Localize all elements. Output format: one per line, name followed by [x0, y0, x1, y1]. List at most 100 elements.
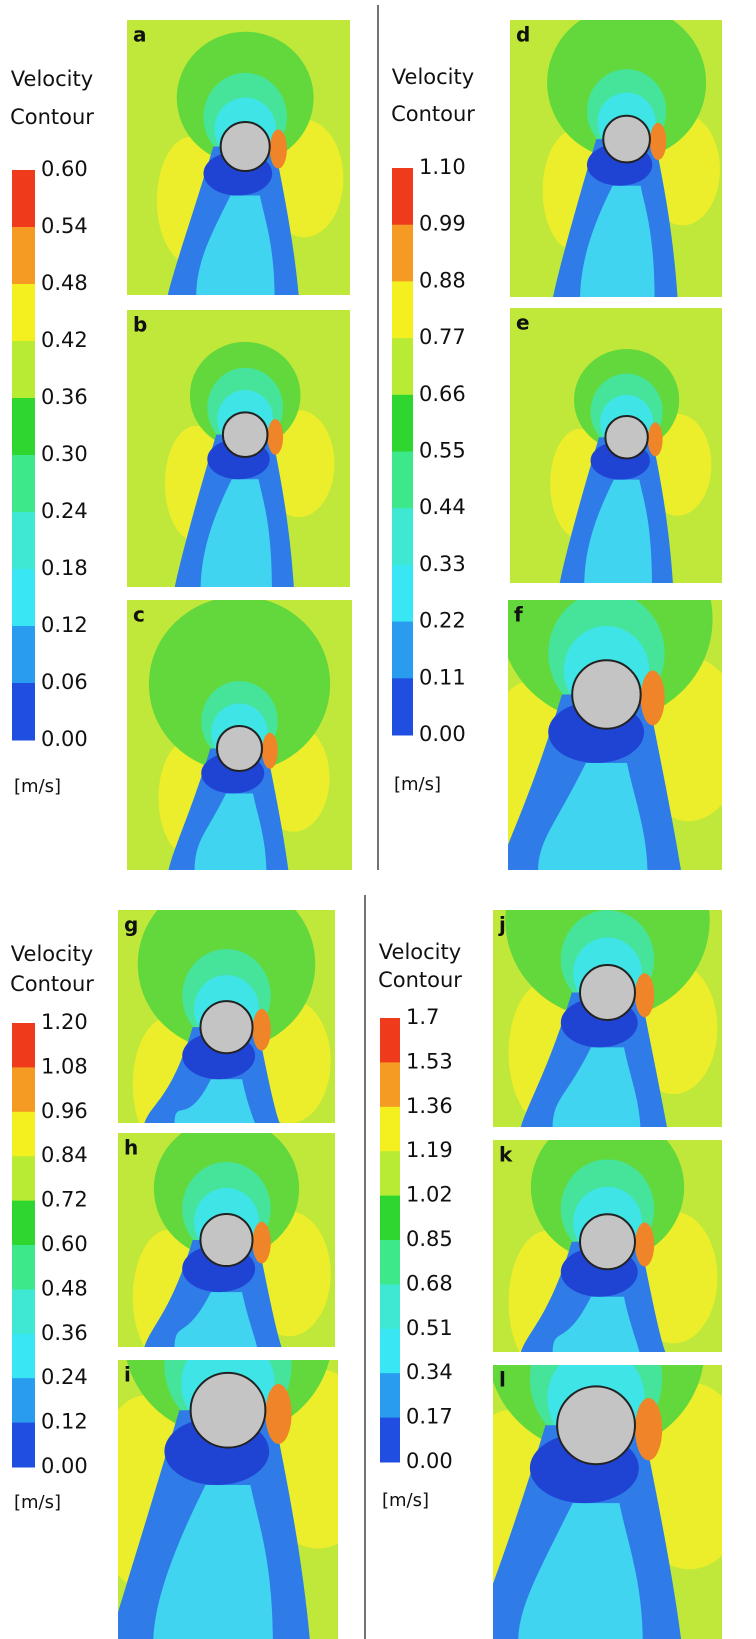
- high-velocity: [253, 1222, 271, 1264]
- colorbar-band: [380, 1062, 400, 1107]
- colorbar-label: 0.36: [41, 1321, 88, 1345]
- colorbar-label: 0.00: [41, 727, 88, 751]
- colorbar-band: [392, 395, 413, 452]
- high-velocity: [267, 419, 283, 455]
- colorbar-band: [392, 281, 413, 338]
- colorbar-label: 0.33: [419, 552, 466, 576]
- colorbar-label: 0.72: [41, 1188, 88, 1212]
- colorbar-band: [392, 338, 413, 395]
- unit-label: [m/s]: [14, 776, 61, 797]
- colorbar-band: [12, 1156, 35, 1201]
- colorbar-label: 0.54: [41, 214, 88, 238]
- high-velocity: [648, 422, 663, 456]
- colorbar-label: 0.00: [41, 1454, 88, 1478]
- colorbar-band: [12, 1112, 35, 1157]
- panel-letter: f: [514, 603, 523, 627]
- colorbar-band: [392, 452, 413, 509]
- colorbar-band: [12, 455, 35, 513]
- colorbar-label: 0.42: [41, 328, 88, 352]
- colorbar-band: [12, 626, 35, 684]
- cylinder: [572, 660, 640, 728]
- high-velocity: [635, 973, 654, 1017]
- panel-letter: e: [516, 311, 530, 335]
- colorbar-label: 0.18: [41, 556, 88, 580]
- colorbar-label: 0.36: [41, 385, 88, 409]
- colorbar-band: [12, 512, 35, 570]
- colorbar-band: [380, 1418, 400, 1463]
- panel-letter: d: [516, 23, 530, 47]
- colorbar-label: 1.02: [406, 1183, 453, 1207]
- colorbar-label: 0.88: [419, 268, 466, 292]
- colorbar-label: 0.77: [419, 325, 466, 349]
- colorbar-label: 0.44: [419, 495, 466, 519]
- colorbar-label: 1.53: [406, 1049, 453, 1073]
- colorbar-label: 0.66: [419, 382, 466, 406]
- colorbar-label: 1.19: [406, 1138, 453, 1162]
- cylinder: [221, 122, 270, 171]
- colorbar-band: [12, 341, 35, 399]
- contour-panel: [493, 1113, 722, 1374]
- colorbar-band: [12, 1067, 35, 1112]
- high-velocity: [650, 123, 666, 160]
- panel-letter: g: [124, 913, 138, 937]
- colorbar-label: 0.12: [41, 1410, 88, 1434]
- colorbar-band: [392, 622, 413, 679]
- panel-letter: i: [124, 1363, 131, 1387]
- colorbar-label: 1.36: [406, 1094, 453, 1118]
- unit-label: [m/s]: [14, 1492, 61, 1513]
- colorbar-label: 0.60: [41, 1232, 88, 1256]
- panel-letter: a: [133, 23, 147, 47]
- unit-label: [m/s]: [394, 774, 441, 795]
- colorbar-label: 0.55: [419, 439, 466, 463]
- colorbar-band: [12, 1245, 35, 1290]
- colorbar-band: [380, 1151, 400, 1196]
- colorbar-label: 1.10: [419, 155, 466, 179]
- colorbar-label: 0.30: [41, 442, 88, 466]
- colorbar-label: 0.22: [419, 609, 466, 633]
- colorbar-band: [12, 170, 35, 228]
- cylinder: [200, 1214, 252, 1266]
- colorbar-band: [12, 1201, 35, 1246]
- high-velocity: [641, 671, 665, 726]
- colorbar-label: 0.34: [406, 1360, 453, 1384]
- high-velocity: [635, 1398, 662, 1460]
- colorbar-band: [392, 678, 413, 735]
- colorbar-label: 1.7: [406, 1005, 439, 1029]
- panel-letter: h: [124, 1136, 138, 1160]
- cylinder: [603, 116, 650, 163]
- figure: VelocityContour0.600.540.480.420.360.300…: [0, 0, 756, 1639]
- colorbar-band: [12, 1289, 35, 1334]
- high-velocity: [270, 129, 287, 168]
- high-velocity: [635, 1223, 654, 1267]
- contour-panel: [510, 6, 722, 302]
- colorbar-band: [12, 1423, 35, 1468]
- legend-title: Velocity: [11, 67, 93, 91]
- colorbar-label: 1.20: [41, 1010, 88, 1034]
- colorbar-band: [392, 225, 413, 282]
- colorbar-band: [380, 1196, 400, 1241]
- colorbar-label: 0.99: [419, 212, 466, 236]
- colorbar-label: 0.06: [41, 670, 88, 694]
- colorbar-band: [380, 1329, 400, 1374]
- colorbar-band: [392, 168, 413, 225]
- contour-panel: [127, 596, 352, 875]
- colorbar-band: [380, 1284, 400, 1329]
- cylinder: [580, 965, 635, 1020]
- cylinder: [605, 416, 647, 458]
- panel-letter: l: [499, 1368, 506, 1392]
- high-velocity: [253, 1009, 271, 1051]
- unit-label: [m/s]: [382, 1490, 429, 1511]
- colorbar-label: 0.84: [41, 1143, 88, 1167]
- colorbar-label: 0.11: [419, 665, 466, 689]
- colorbar-band: [392, 565, 413, 622]
- colorbar-band: [392, 508, 413, 565]
- colorbar-band: [12, 1023, 35, 1068]
- colorbar-band: [12, 1378, 35, 1423]
- colorbar-label: 1.08: [41, 1054, 88, 1078]
- cylinder: [191, 1373, 266, 1448]
- colorbar-band: [12, 683, 35, 741]
- colorbar-label: 0.24: [41, 1365, 88, 1389]
- high-velocity: [265, 1384, 291, 1444]
- colorbar-band: [12, 284, 35, 342]
- high-velocity: [262, 733, 278, 769]
